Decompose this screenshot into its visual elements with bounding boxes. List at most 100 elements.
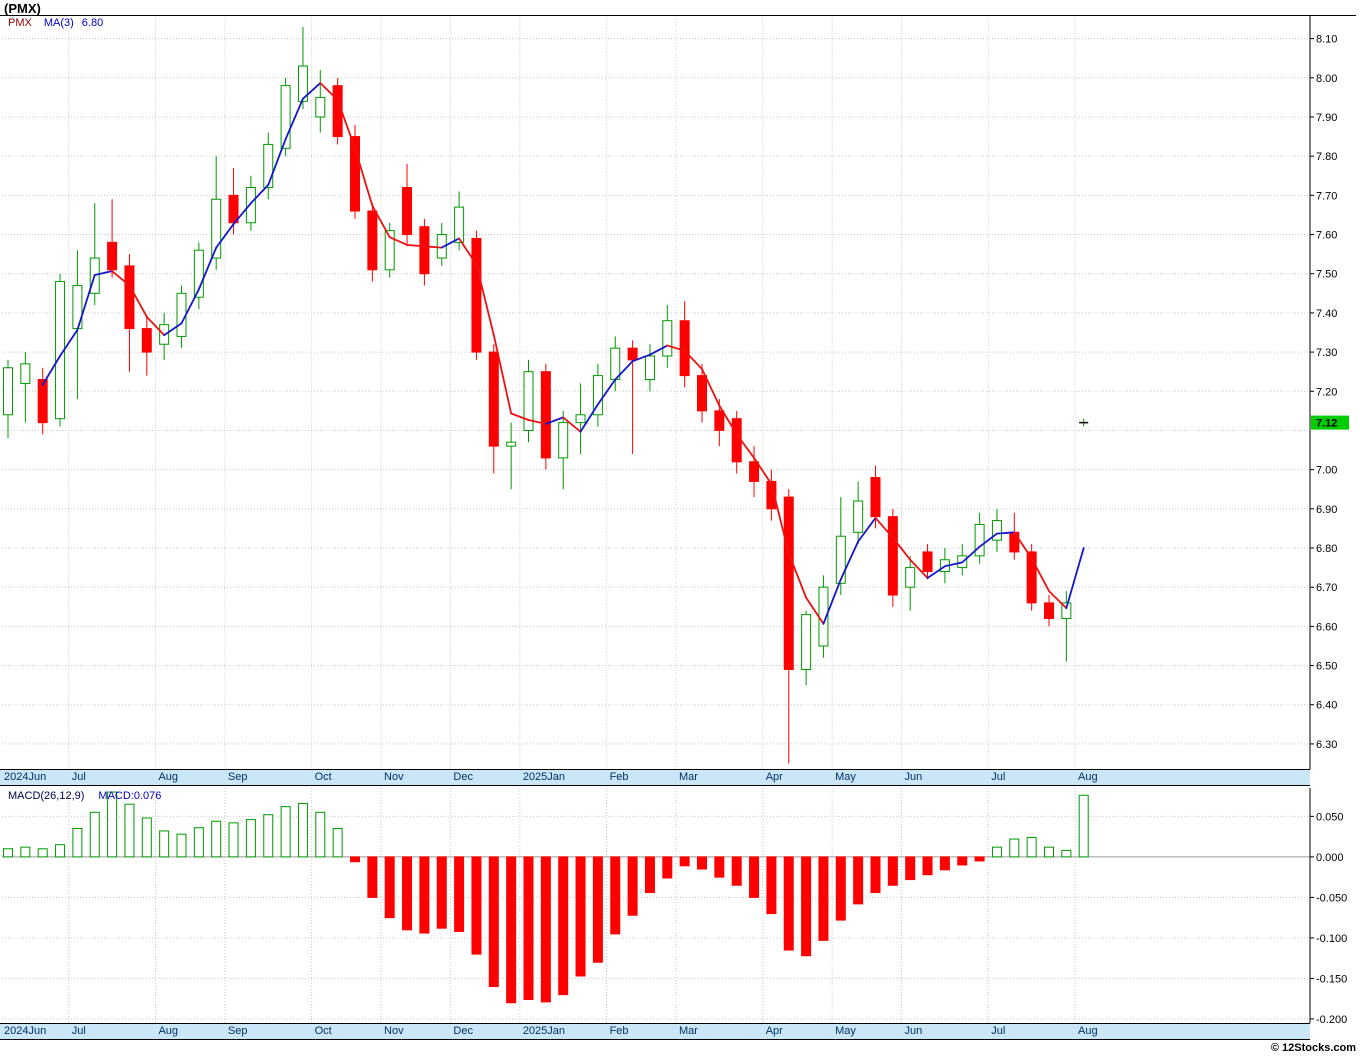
candle-body — [1009, 531, 1020, 553]
candle-body — [384, 230, 395, 271]
price-tick-label: 6.80 — [1316, 543, 1337, 555]
ma-segment — [822, 578, 842, 625]
legend-symbol: PMX — [8, 17, 32, 29]
month-label: Oct — [314, 1025, 332, 1037]
macd-bar — [332, 828, 343, 858]
candle-body — [662, 320, 673, 357]
month-label: Jun — [904, 1025, 923, 1037]
month-label: Apr — [765, 1025, 783, 1037]
candle-body — [454, 206, 465, 243]
macd-bar — [488, 856, 499, 988]
macd-bar — [245, 819, 256, 858]
month-label: Mar — [678, 1025, 698, 1037]
ma-segment — [249, 184, 270, 205]
candle-body — [905, 567, 916, 588]
ma-segment — [180, 288, 200, 325]
ma-segment — [753, 456, 773, 485]
candle-body — [558, 422, 569, 459]
month-label: Feb — [609, 1025, 629, 1037]
macd-bar — [853, 856, 864, 905]
candle-body — [1061, 602, 1072, 620]
ma-segment — [996, 531, 1016, 535]
price-tick-label: 6.50 — [1316, 661, 1337, 673]
month-label: Nov — [384, 771, 404, 783]
candle-body — [644, 355, 655, 381]
month-label: Apr — [765, 771, 783, 783]
candle-body — [124, 265, 135, 330]
macd-bar — [402, 856, 413, 931]
candle-body — [523, 371, 534, 431]
month-label: Feb — [609, 771, 629, 783]
candle-body — [176, 292, 187, 337]
ma-segment — [597, 378, 617, 406]
month-label: Sep — [227, 771, 248, 783]
candle-body — [991, 520, 1002, 541]
month-label: Oct — [314, 771, 332, 783]
month-label: Aug — [158, 771, 179, 783]
price-tick-label: 6.60 — [1316, 621, 1337, 633]
macd-bar — [436, 856, 447, 929]
ma-segment — [683, 349, 703, 370]
macd-tick-label: -0.200 — [1316, 1014, 1347, 1026]
month-label: Sep — [227, 1025, 248, 1037]
month-label: 2025Jan — [522, 771, 566, 783]
ma-segment — [111, 270, 131, 287]
ma-segment — [614, 360, 634, 381]
ma-segment — [267, 138, 287, 186]
macd-bar — [20, 846, 31, 858]
price-tick-label: 7.80 — [1316, 151, 1337, 163]
candle-body — [107, 241, 118, 271]
macd-bar — [3, 848, 13, 858]
ma-segment — [857, 517, 877, 543]
price-tick-label: 7.90 — [1316, 112, 1337, 124]
candle-body — [37, 379, 48, 424]
ma-segment — [319, 82, 339, 101]
macd-bar — [471, 856, 482, 955]
candle-body — [350, 136, 360, 212]
macd-bar — [887, 856, 898, 886]
ma-segment — [1030, 557, 1050, 593]
macd-bar — [939, 856, 950, 871]
macd-bar — [540, 856, 551, 1003]
macd-bar — [384, 856, 395, 919]
month-label: Jun — [904, 771, 923, 783]
ma-segment — [701, 368, 721, 407]
candle-body — [887, 516, 898, 596]
candle-body — [1026, 551, 1037, 604]
ma-segment — [284, 97, 304, 141]
price-badge-value: 7.12 — [1316, 418, 1337, 430]
macd-bar — [315, 811, 326, 858]
macd-bar — [558, 856, 569, 996]
ma-segment — [891, 536, 912, 561]
macd-tick-label: -0.050 — [1316, 892, 1347, 904]
macd-bar — [159, 830, 170, 858]
macd-bar — [905, 856, 916, 881]
macd-bar — [835, 856, 846, 921]
price-tick-label: 7.60 — [1316, 230, 1337, 242]
ma-segment — [978, 532, 998, 548]
macd-bar — [714, 856, 725, 878]
macd-bar — [55, 844, 66, 858]
macd-bar — [783, 856, 794, 951]
candle-body — [801, 614, 812, 670]
month-label: Nov — [384, 1025, 404, 1037]
ma-segment — [787, 552, 807, 599]
candle-body — [280, 85, 291, 149]
macd-tick-label: -0.150 — [1316, 973, 1347, 985]
ma-segment — [770, 483, 790, 555]
macd-label: MACD(26,12,9) — [8, 790, 85, 802]
month-label: Jul — [71, 1025, 86, 1037]
ma-segment — [839, 540, 860, 581]
macd-bar — [644, 856, 655, 894]
ma-segment — [145, 315, 166, 337]
month-label: Jul — [991, 1025, 1006, 1037]
ma-segment — [406, 244, 426, 248]
candle-body — [315, 96, 326, 118]
candle-body — [870, 476, 881, 518]
macd-bar — [991, 846, 1002, 858]
month-label: Mar — [678, 771, 698, 783]
ma-segment — [440, 237, 461, 249]
macd-bar — [870, 856, 881, 894]
price-tick-label: 7.00 — [1316, 465, 1337, 477]
page-title: (PMX) — [4, 1, 41, 16]
